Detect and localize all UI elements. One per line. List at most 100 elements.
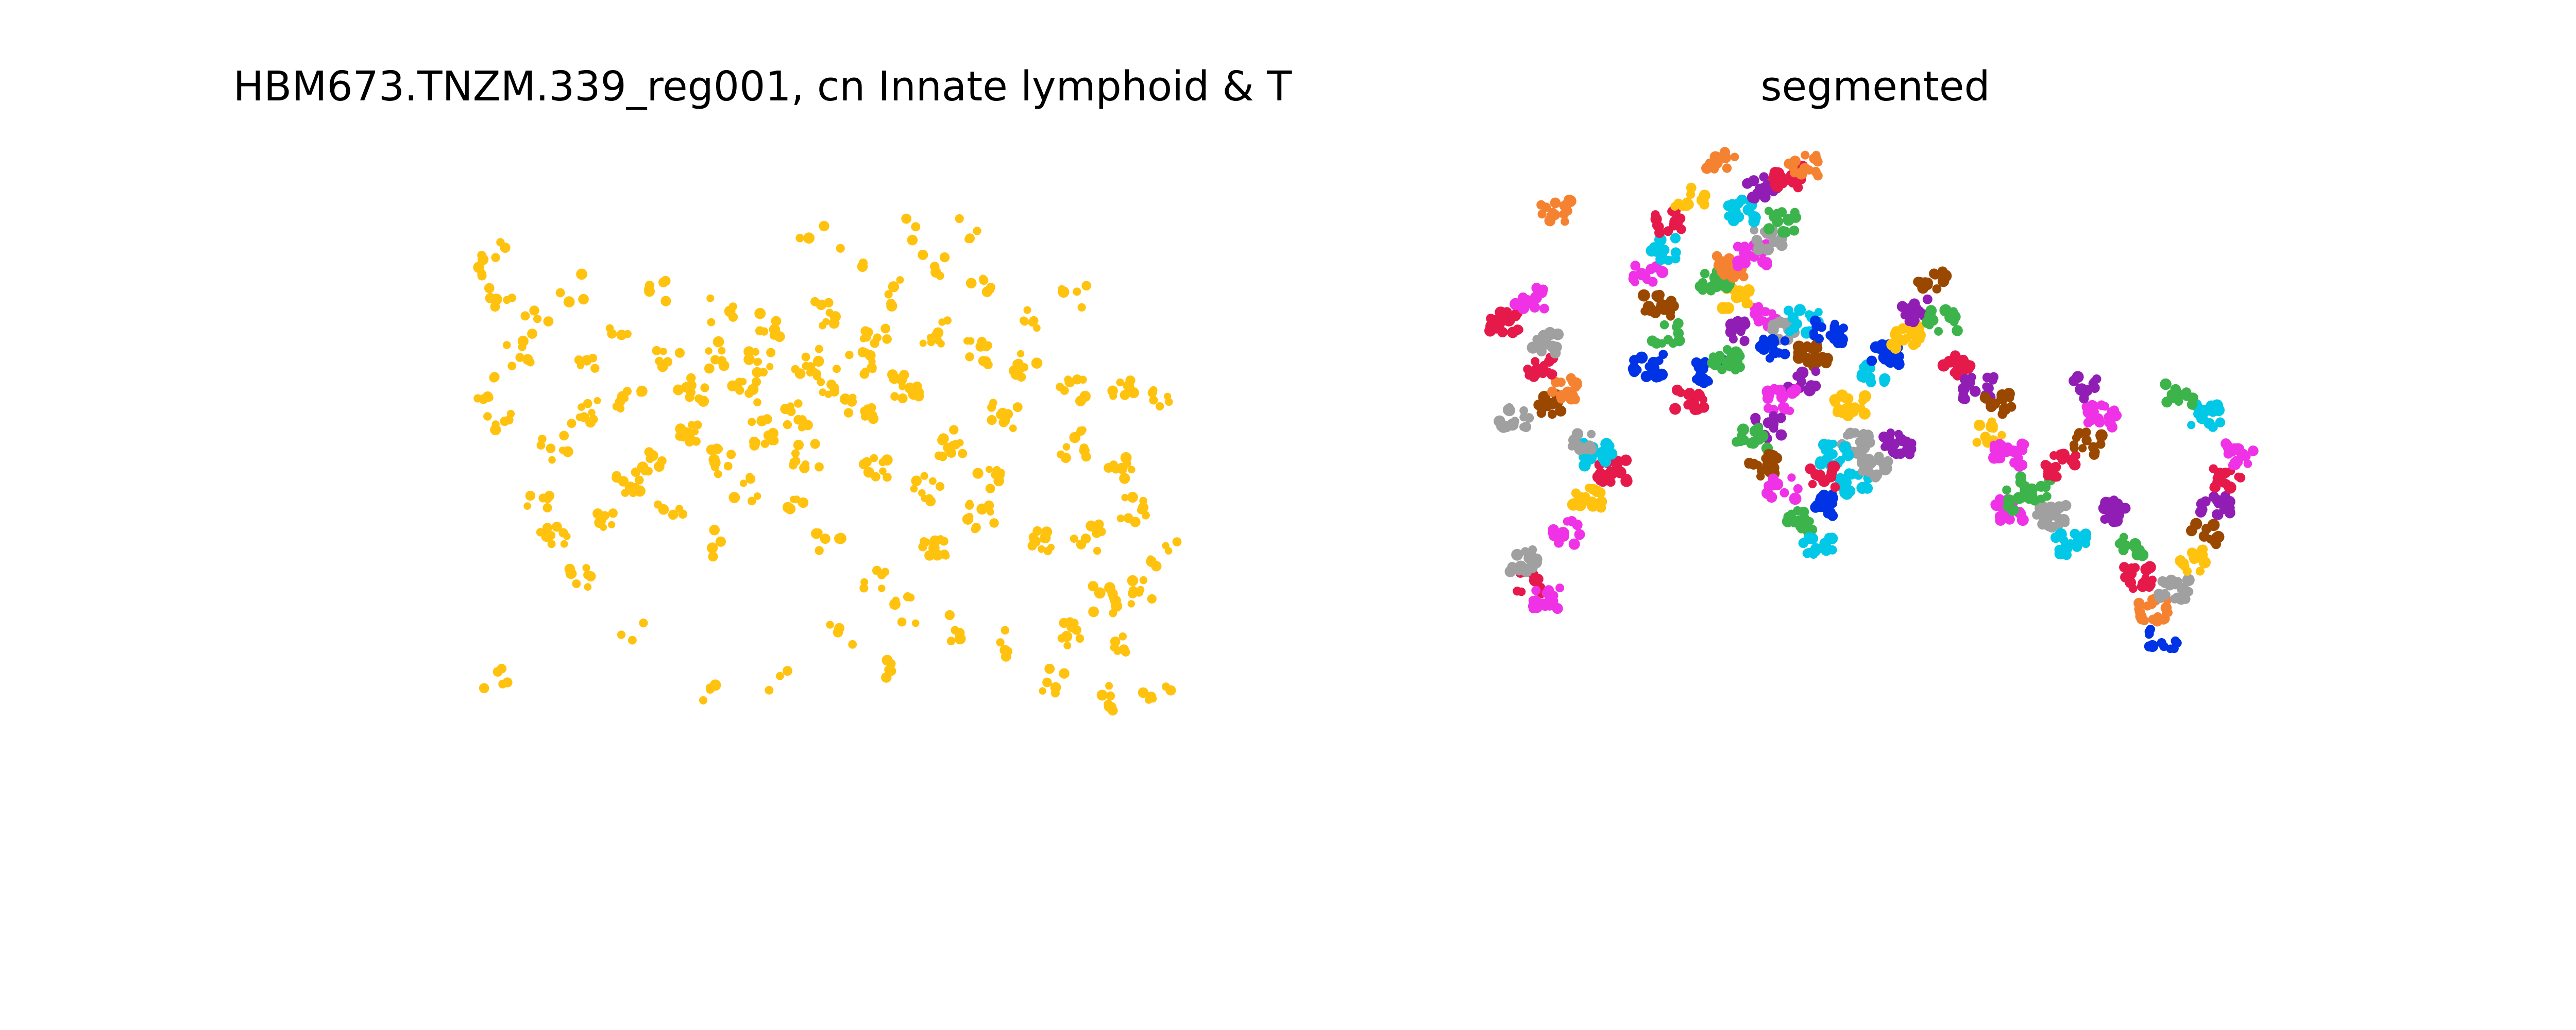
scatter-point [739, 479, 748, 487]
segment-point [1774, 348, 1784, 358]
scatter-point [832, 365, 841, 373]
segment-point [1557, 530, 1569, 542]
segment-point [1570, 379, 1582, 390]
scatter-point [1027, 541, 1037, 551]
scatter-point [863, 327, 873, 337]
scatter-point [567, 569, 577, 578]
segment-point [1764, 207, 1773, 215]
segment-point [1651, 338, 1662, 349]
scatter-point [857, 261, 868, 272]
scatter-point [713, 336, 724, 348]
segment-point [1795, 167, 1808, 180]
scatter-point [768, 437, 776, 445]
segment-point [1750, 413, 1761, 424]
scatter-point [708, 552, 718, 562]
segment-point [1501, 307, 1512, 318]
scatter-point [962, 513, 974, 525]
segment-point [1757, 256, 1769, 268]
scatter-point [1127, 600, 1135, 608]
segment-point [1893, 358, 1905, 370]
segment-point [1707, 357, 1718, 368]
segment-point [1739, 336, 1750, 346]
segment-point [2111, 514, 2123, 527]
segment-point [2043, 467, 2052, 476]
scatter-point [608, 508, 618, 518]
scatter-point [801, 460, 809, 469]
scatter-point [612, 402, 621, 411]
scatter-point [1147, 555, 1155, 563]
scatter-point [1041, 526, 1053, 538]
segment-point [1539, 303, 1549, 314]
segment-point [1550, 210, 1561, 220]
segment-point [1653, 221, 1664, 232]
segment-point [1914, 329, 1926, 341]
segment-point [1645, 362, 1654, 371]
segment-point [1591, 485, 1603, 497]
segment-point [1550, 197, 1561, 209]
segment-point [1857, 432, 1869, 443]
scatter-point [949, 425, 959, 435]
scatter-point [503, 296, 511, 304]
segment-point [2041, 502, 2049, 510]
segment-point [1737, 194, 1748, 205]
scatter-point [937, 535, 945, 543]
segment-point [1827, 449, 1838, 459]
segment-point [1843, 485, 1856, 497]
segment-point [2173, 592, 2182, 602]
scatter-point [706, 294, 715, 302]
scatter-point [578, 294, 589, 305]
scatter-point [515, 353, 524, 362]
scatter-point [819, 220, 829, 231]
scatter-point [870, 454, 878, 462]
segment-point [2187, 421, 2196, 430]
scatter-point [715, 536, 726, 547]
scatter-point [925, 494, 934, 503]
scatter-point [783, 420, 792, 430]
scatter-point [1050, 682, 1061, 693]
segment-point [1944, 312, 1956, 323]
scatter-point [889, 598, 901, 610]
scatter-point [578, 403, 585, 411]
segment-point [1826, 533, 1838, 544]
segment-point [1487, 320, 1499, 332]
segment-point [2212, 509, 2223, 520]
scatter-point [673, 384, 684, 396]
scatter-point [583, 399, 592, 408]
segment-point [1997, 431, 2006, 440]
segment-point [1568, 538, 1580, 550]
scatter-point [753, 358, 761, 366]
scatter-point [810, 439, 820, 449]
segment-point [1531, 586, 1541, 595]
scatter-point [1128, 588, 1138, 598]
scatter-point [743, 346, 755, 357]
segment-point [1673, 328, 1684, 339]
scatter-point [1012, 402, 1023, 413]
segment-point [2209, 464, 2218, 473]
segment-point [1584, 484, 1594, 492]
segment-point [1829, 394, 1841, 406]
scatter-point [890, 392, 899, 401]
segment-point [1837, 406, 1850, 419]
scatter-point [791, 449, 800, 458]
scatter-point [820, 534, 831, 544]
segment-point [2030, 496, 2040, 506]
scatter-point [802, 362, 810, 370]
segment-point [1767, 340, 1776, 349]
segment-point [1587, 430, 1596, 439]
segment-point [1544, 600, 1555, 611]
segment-point [1573, 490, 1583, 500]
scatter-point [1075, 396, 1086, 407]
segment-point [1801, 150, 1810, 160]
scatter-point [576, 268, 587, 280]
scatter-point [1023, 306, 1031, 314]
scatter-point [965, 278, 977, 289]
segment-point [2171, 636, 2180, 646]
scatter-point [1038, 545, 1045, 553]
scatter-point [507, 362, 517, 370]
segment-point [1974, 419, 1986, 431]
scatter-point [1118, 644, 1129, 655]
scatter-point [723, 461, 733, 471]
scatter-point [785, 503, 796, 514]
scatter-point [1003, 409, 1013, 419]
segment-point [1633, 365, 1642, 374]
